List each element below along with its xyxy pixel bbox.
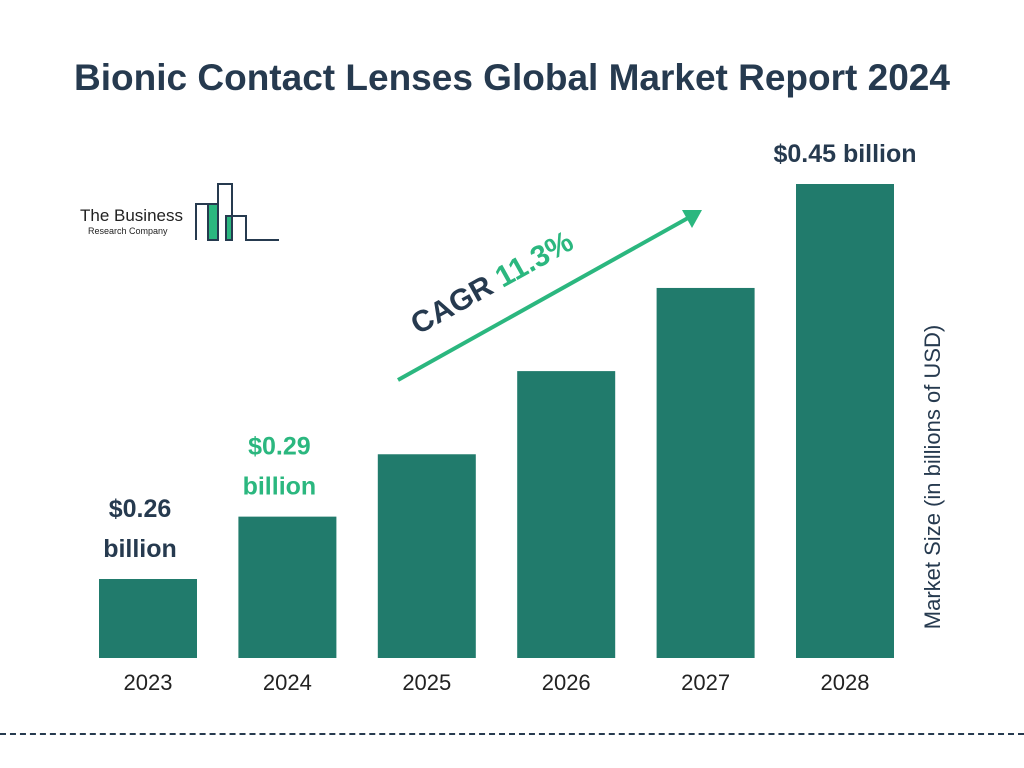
data-label-2023: billion: [103, 535, 177, 563]
cagr-arrow-head-icon: [682, 210, 702, 228]
x-tick-label: 2024: [263, 670, 312, 695]
y-axis-label: Market Size (in billions of USD): [920, 325, 945, 629]
x-tick-label: 2027: [681, 670, 730, 695]
bar-2023: [99, 579, 197, 658]
bar-2025: [377, 454, 476, 658]
bar-2028: [796, 184, 894, 658]
logo-buildings-icon: [195, 183, 279, 241]
bar-2026: [517, 371, 616, 658]
x-tick-label: 2028: [821, 670, 870, 695]
data-label-2024: $0.29: [248, 433, 311, 461]
x-tick-label: 2023: [124, 670, 173, 695]
cagr-annotation: CAGR 11.3%: [405, 225, 579, 341]
bar-2027: [656, 287, 755, 658]
bar-2024: [238, 516, 337, 658]
x-tick-label: 2026: [542, 670, 591, 695]
data-label-2028: $0.45 billion: [773, 140, 916, 168]
x-tick-label: 2025: [402, 670, 451, 695]
logo-text-line1: The Business: [80, 206, 183, 225]
cagr-value: 11.3%: [490, 225, 579, 294]
chart-title: Bionic Contact Lenses Global Market Repo…: [74, 57, 950, 98]
footer-divider: [0, 733, 1024, 735]
data-label-2023: $0.26: [109, 495, 172, 523]
data-label-2024: billion: [243, 473, 317, 501]
cagr-arrow-line: [397, 216, 689, 382]
company-logo: The Business Research Company: [78, 180, 288, 244]
logo-text-line2: Research Company: [88, 226, 168, 236]
